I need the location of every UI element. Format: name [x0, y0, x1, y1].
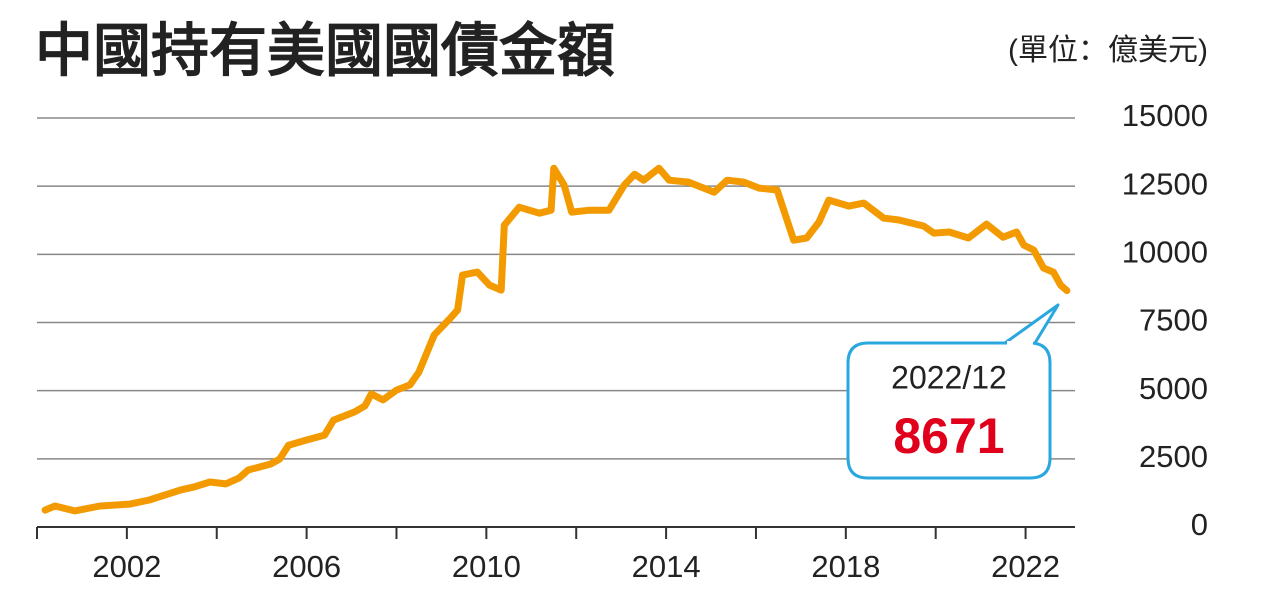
annotation-value: 8671: [893, 408, 1004, 464]
y-tick-label: 5000: [1139, 371, 1208, 406]
y-tick-label: 10000: [1122, 235, 1208, 270]
unit-label: (單位：億美元): [1008, 34, 1208, 67]
x-tick-label: 2006: [272, 549, 341, 584]
callout-box: [846, 303, 1060, 480]
callout: 2022/12 8671: [846, 303, 1060, 480]
x-tick-label: 2014: [632, 549, 701, 584]
annotation-label: 2022/12: [891, 359, 1007, 395]
x-tick-label: 2002: [92, 549, 161, 584]
data-line: [41, 164, 1071, 515]
y-tick-label: 2500: [1139, 439, 1208, 474]
x-tick-label: 2018: [811, 549, 880, 584]
chart-title: 中國持有美國國債金額: [35, 18, 615, 83]
y-tick-label: 12500: [1122, 166, 1208, 201]
y-tick-label: 7500: [1139, 303, 1208, 338]
x-tick-label: 2022: [991, 549, 1060, 584]
y-tick-label: 15000: [1122, 98, 1208, 133]
x-tick-label: 2010: [452, 549, 521, 584]
y-tick-label: 0: [1191, 507, 1208, 542]
